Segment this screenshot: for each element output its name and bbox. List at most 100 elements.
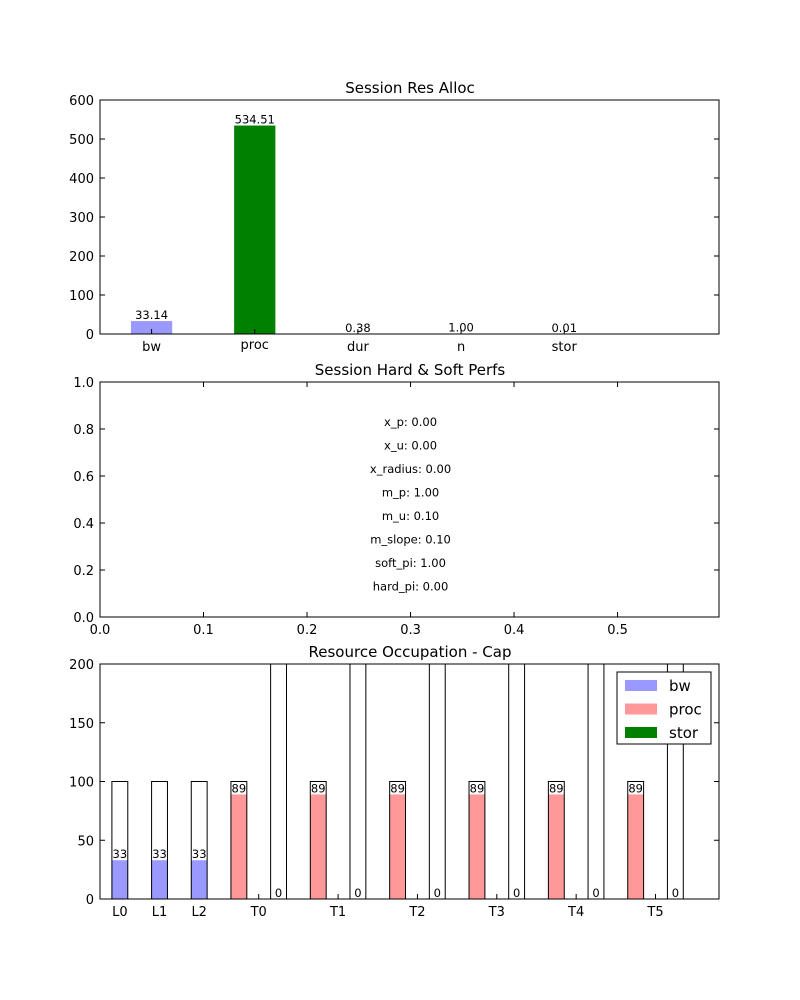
proc-value-label: 89 (390, 781, 405, 795)
occupation-chart: Resource Occupation - Cap 0 50 100 150 200 L0… (69, 643, 720, 920)
y-tick-label: 500 (69, 133, 94, 148)
legend: bw proc stor (616, 671, 712, 745)
perf-entry: x_u: 0.00 (384, 438, 437, 452)
y-tick-label: 0 (86, 328, 94, 343)
stor-value-label: 0 (513, 886, 520, 900)
perfs-title: Session Hard & Soft Perfs (315, 361, 506, 379)
y-tick-label: 0 (86, 893, 94, 908)
bw-bar (111, 860, 128, 899)
stor-value-label: 0 (354, 886, 361, 900)
proc-value-label: 89 (232, 781, 247, 795)
bar-value-label: 0.38 (345, 321, 371, 335)
bar-value-label: 1.00 (448, 321, 474, 335)
y-tick-label: 1.0 (73, 376, 94, 391)
y-tick-label: 0.4 (73, 517, 94, 532)
legend-swatch-proc (625, 703, 657, 715)
proc-bar (310, 794, 327, 899)
y-tick-label: 200 (69, 250, 94, 265)
x-tick-label: L2 (191, 905, 207, 920)
proc-bar (548, 794, 565, 899)
x-tick-label: stor (552, 340, 578, 355)
y-tick-label: 200 (69, 658, 94, 673)
x-tick-label: T0 (250, 905, 267, 920)
x-tick-label: L0 (112, 905, 128, 920)
stor-value-label: 0 (275, 886, 282, 900)
y-tick-label: 0.8 (73, 423, 94, 438)
perfs-chart: Session Hard & Soft Perfs 0.00.20.40.60.… (73, 361, 720, 638)
perfs-axes-frame (99, 381, 720, 618)
legend-swatch-stor (625, 727, 657, 738)
x-tick-label: dur (347, 340, 369, 355)
stor-value-label: 0 (592, 886, 599, 900)
x-tick-label: T1 (329, 905, 346, 920)
perf-entry: m_u: 0.10 (382, 509, 439, 523)
occupation-bars: 33 33 33 89 89 89 89 89 89 0 0 0 0 0 0 (111, 663, 684, 900)
res-alloc-bars: 33.14 bw 534.51 proc 0.38 dur 1.00 n 0.01 stor (130, 113, 585, 355)
perf-entry: soft_pi: 1.00 (375, 556, 446, 570)
stor-value-label: 0 (672, 886, 679, 900)
x-tick-label: T2 (408, 905, 425, 920)
proc-bar (389, 794, 406, 899)
perf-entry: x_radius: 0.00 (370, 462, 451, 476)
x-tick-label: 0.0 (90, 623, 111, 638)
bw-value-label: 33 (113, 847, 128, 861)
x-tick-label: bw (142, 340, 161, 355)
y-tick-label: 150 (69, 717, 94, 732)
proc-value-label: 89 (549, 781, 564, 795)
x-tick-label: T5 (646, 905, 663, 920)
bw-value-label: 33 (152, 847, 167, 861)
x-tick-label: T3 (488, 905, 505, 920)
x-tick-label: 0.4 (504, 623, 525, 638)
bar-bw (130, 321, 173, 334)
res-alloc-axes-frame (99, 99, 720, 335)
proc-bar (627, 794, 644, 899)
occupation-title: Resource Occupation - Cap (309, 643, 512, 661)
y-tick-label: 0.6 (73, 470, 94, 485)
y-tick-label: 100 (69, 776, 94, 791)
y-tick-label: 0.0 (73, 611, 94, 626)
x-tick-label: proc (241, 338, 269, 353)
x-tick-label: 0.5 (607, 623, 628, 638)
perf-entry: x_p: 0.00 (384, 415, 437, 429)
proc-value-label: 89 (470, 781, 485, 795)
y-tick-label: 50 (77, 834, 94, 849)
legend-swatch-bw (625, 680, 657, 691)
perfs-entries: x_p: 0.00 x_u: 0.00 x_radius: 0.00 m_p: 1.0… (370, 415, 451, 594)
legend-label-bw: bw (669, 677, 691, 695)
occupation-ticks: 0 50 100 150 200 L0 L1 L2 T0 T1 T2 T3 T4 T5 (69, 658, 719, 920)
x-tick-label: 0.1 (193, 623, 214, 638)
perf-entry: m_slope: 0.10 (370, 532, 451, 546)
y-tick-label: 100 (69, 289, 94, 304)
legend-label-stor: stor (669, 724, 699, 742)
stor-value-label: 0 (434, 886, 441, 900)
y-tick-label: 300 (69, 211, 94, 226)
perfs-ticks: 0.0 0.2 0.4 0.6 0.8 1.0 0.0 0.1 0.2 0.3 0.4 0.5 (73, 376, 719, 638)
legend-label-proc: proc (669, 701, 702, 719)
bw-value-label: 33 (192, 847, 207, 861)
proc-bar (469, 794, 485, 899)
perf-entry: m_p: 1.00 (382, 485, 439, 499)
proc-value-label: 89 (311, 781, 326, 795)
bar-proc (234, 125, 276, 334)
res-alloc-title: Session Res Alloc (345, 79, 475, 97)
res-alloc-chart: Session Res Alloc 0 100 200 300 400 500 600 33… (69, 79, 720, 355)
x-tick-label: 0.2 (297, 623, 318, 638)
bw-bar (191, 860, 208, 899)
y-tick-label: 0.2 (73, 564, 94, 579)
x-tick-label: L1 (152, 905, 168, 920)
perf-entry: hard_pi: 0.00 (373, 579, 449, 593)
res-alloc-y-ticks: 0 100 200 300 400 500 600 (69, 94, 719, 343)
proc-bar (230, 794, 247, 899)
y-tick-label: 600 (69, 94, 94, 109)
bar-value-label: 0.01 (551, 321, 577, 335)
y-tick-label: 400 (69, 172, 94, 187)
proc-value-label: 89 (628, 781, 643, 795)
bar-value-label: 33.14 (135, 308, 168, 322)
x-tick-label: n (457, 340, 465, 355)
bw-bar (151, 860, 168, 899)
bar-value-label: 534.51 (235, 113, 275, 127)
x-tick-label: T4 (567, 905, 584, 920)
x-tick-label: 0.3 (400, 623, 421, 638)
occupation-axes-frame (99, 663, 720, 900)
